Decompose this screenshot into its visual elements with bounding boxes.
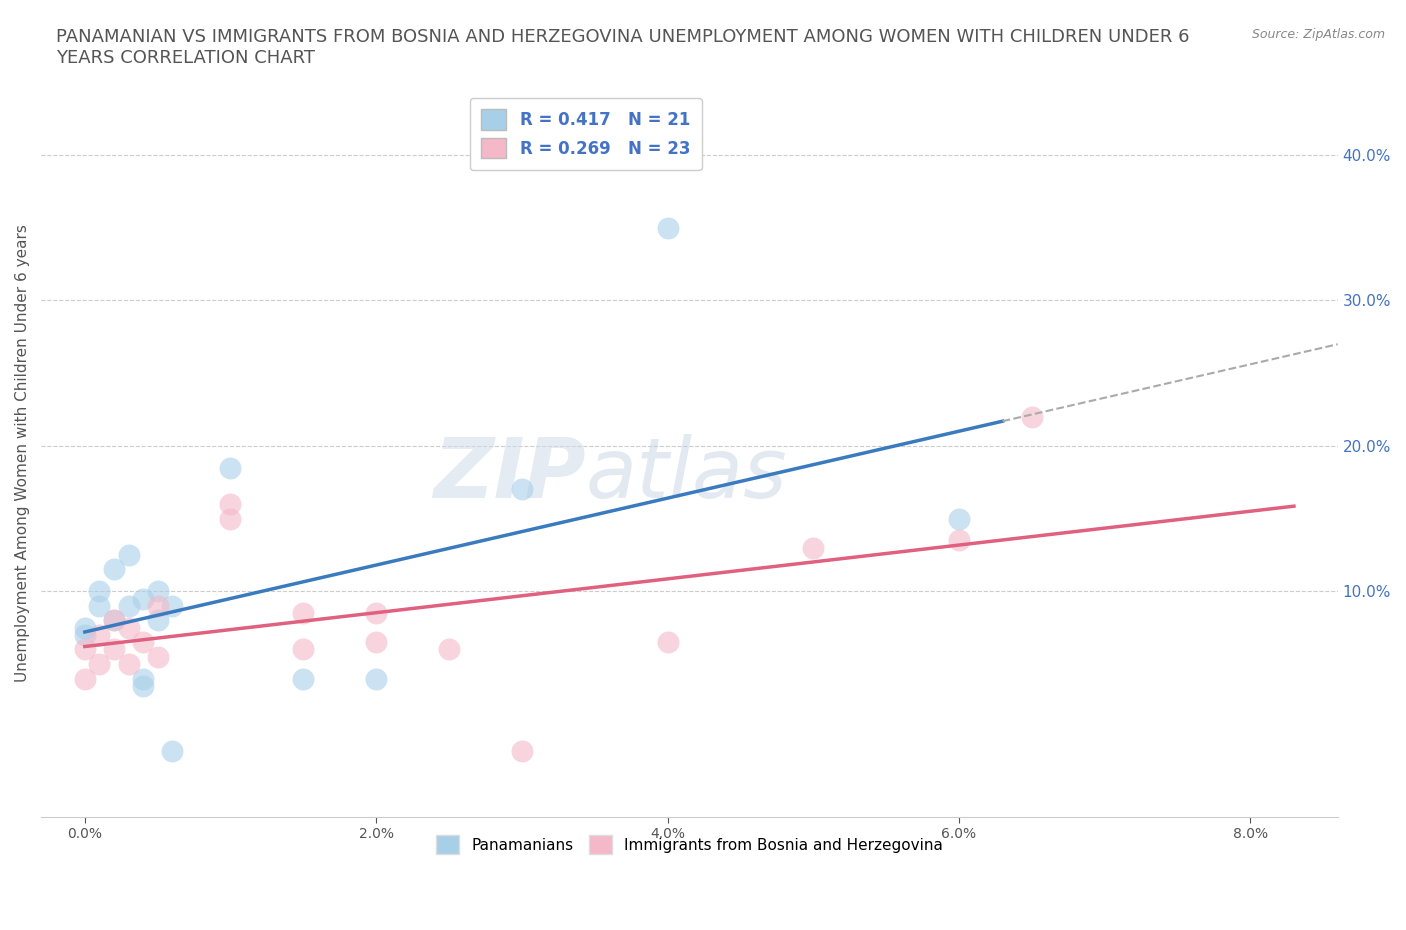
Point	[146, 598, 169, 613]
Point	[366, 605, 388, 620]
Point	[510, 744, 533, 759]
Point	[160, 744, 183, 759]
Point	[132, 591, 155, 606]
Point	[103, 613, 125, 628]
Point	[89, 598, 111, 613]
Point	[160, 598, 183, 613]
Point	[146, 584, 169, 599]
Point	[103, 613, 125, 628]
Point	[132, 634, 155, 649]
Y-axis label: Unemployment Among Women with Children Under 6 years: Unemployment Among Women with Children U…	[15, 224, 30, 682]
Text: ZIP: ZIP	[433, 434, 586, 515]
Point	[73, 620, 96, 635]
Point	[292, 605, 315, 620]
Point	[73, 671, 96, 686]
Point	[219, 460, 242, 475]
Point	[89, 657, 111, 671]
Point	[89, 584, 111, 599]
Point	[146, 649, 169, 664]
Point	[948, 533, 970, 548]
Point	[510, 482, 533, 497]
Point	[219, 512, 242, 526]
Point	[103, 562, 125, 577]
Point	[801, 540, 824, 555]
Point	[437, 642, 460, 657]
Point	[73, 628, 96, 643]
Point	[117, 620, 139, 635]
Text: Source: ZipAtlas.com: Source: ZipAtlas.com	[1251, 28, 1385, 41]
Point	[117, 598, 139, 613]
Text: atlas: atlas	[586, 434, 787, 515]
Point	[657, 634, 679, 649]
Point	[657, 220, 679, 235]
Point	[366, 671, 388, 686]
Point	[366, 634, 388, 649]
Point	[292, 671, 315, 686]
Point	[292, 642, 315, 657]
Point	[117, 548, 139, 563]
Point	[948, 512, 970, 526]
Point	[1021, 409, 1043, 424]
Point	[132, 671, 155, 686]
Point	[103, 642, 125, 657]
Point	[219, 497, 242, 512]
Point	[117, 657, 139, 671]
Legend: Panamanians, Immigrants from Bosnia and Herzegovina: Panamanians, Immigrants from Bosnia and …	[430, 830, 949, 860]
Text: PANAMANIAN VS IMMIGRANTS FROM BOSNIA AND HERZEGOVINA UNEMPLOYMENT AMONG WOMEN WI: PANAMANIAN VS IMMIGRANTS FROM BOSNIA AND…	[56, 28, 1189, 67]
Point	[132, 678, 155, 693]
Point	[73, 642, 96, 657]
Point	[89, 628, 111, 643]
Point	[146, 613, 169, 628]
